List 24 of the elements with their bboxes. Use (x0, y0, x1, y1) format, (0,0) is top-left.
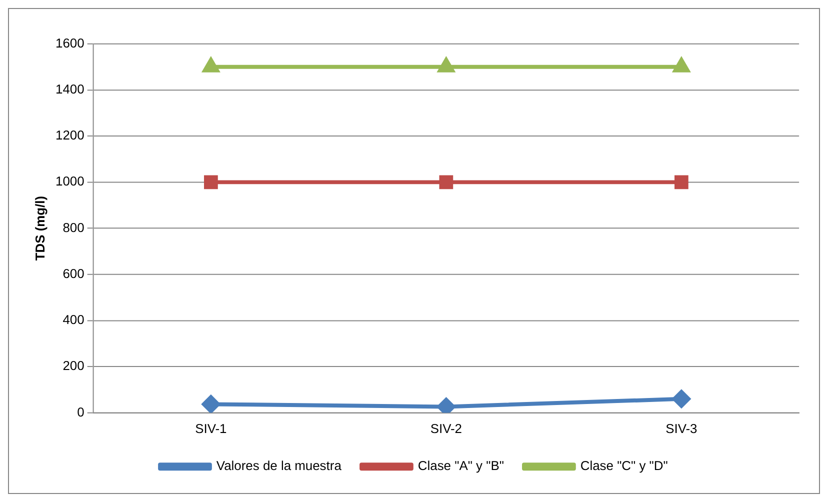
x-tick-label: SIV-1 (195, 421, 227, 436)
point (202, 58, 219, 72)
y-tick-label: 1200 (56, 128, 84, 143)
y-tick-label: 400 (62, 312, 84, 328)
point (439, 175, 454, 190)
point (672, 390, 690, 408)
y-tick-label: 0 (77, 404, 84, 420)
y-tick-label: 200 (62, 358, 84, 374)
y-tick-label: 800 (62, 220, 84, 235)
point (674, 175, 688, 190)
legend-label: Valores de la muestra (216, 458, 342, 474)
y-axis-title: TDS (mg/l) (32, 196, 48, 261)
point (438, 58, 454, 72)
y-tick-label: 600 (62, 266, 84, 281)
point (673, 58, 690, 72)
x-tick-label: SIV-2 (430, 421, 462, 436)
legend-label: Clase "A" y "B" (418, 458, 504, 474)
point (202, 395, 220, 413)
point (204, 175, 218, 190)
legend-label: Clase "C" y "D" (580, 458, 668, 474)
y-tick-label: 1600 (56, 35, 84, 50)
y-tick-label: 1000 (56, 174, 84, 189)
y-tick-label: 1400 (56, 82, 84, 97)
x-tick-label: SIV-3 (666, 421, 698, 436)
